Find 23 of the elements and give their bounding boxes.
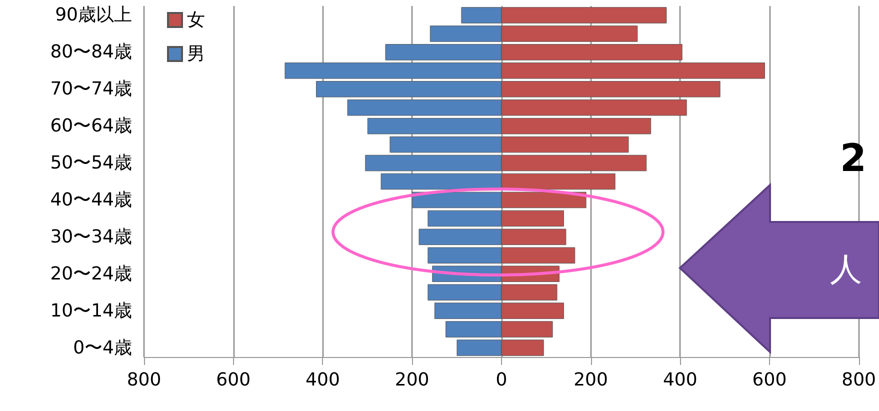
y-tick-label: 70〜74歳 [50,78,132,100]
x-tick-label: 600 [216,370,251,390]
x-tick-label: 400 [662,370,698,390]
x-tick-label: 400 [306,370,340,390]
y-tick-label: 90歳以上 [55,4,132,26]
x-tick-label: 200 [574,370,608,390]
annotation: 人 [830,249,862,290]
y-tick-label: 10〜14歳 [50,300,132,322]
x-tick-label: 600 [752,370,787,390]
legend-label: 男 [187,44,205,64]
y-tick-label: 60〜64歳 [50,116,132,137]
y-tick-label: 50〜54歳 [50,152,132,174]
x-tick-label: 0 [496,370,508,390]
x-tick-label: 800 [842,370,876,390]
x-tick-label: 800 [126,370,162,390]
y-tick-label: 0〜4歳 [73,337,132,358]
y-tick-label: 40〜44歳 [50,189,132,210]
y-tick-label: 30〜34歳 [50,226,132,248]
annotation: 2 [840,136,866,180]
y-tick-label: 20〜24歳 [50,263,132,284]
x-tick-label: 200 [394,370,430,390]
y-tick-label: 80〜84歳 [50,42,132,63]
legend-label: 女 [187,10,205,30]
